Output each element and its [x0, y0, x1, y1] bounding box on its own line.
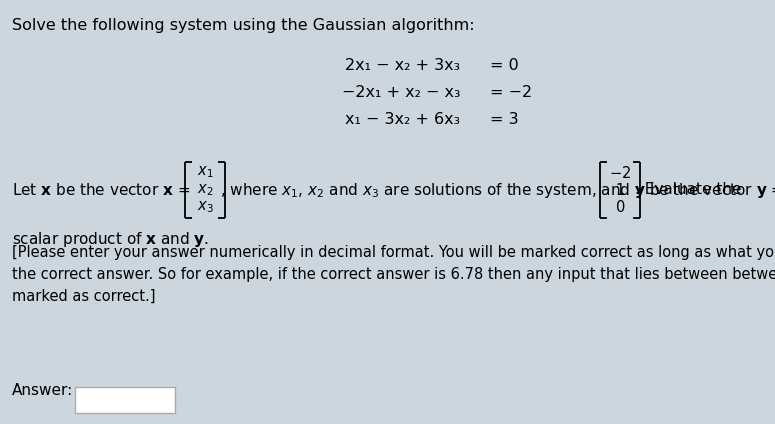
Text: marked as correct.]: marked as correct.] — [12, 289, 156, 304]
Text: $x_3$: $x_3$ — [197, 200, 213, 215]
Text: $0$: $0$ — [615, 199, 625, 215]
Text: Answer:: Answer: — [12, 383, 74, 398]
Text: = 0: = 0 — [490, 58, 518, 73]
Text: = 3: = 3 — [490, 112, 518, 127]
Text: −2x₁ + x₂ − x₃: −2x₁ + x₂ − x₃ — [342, 85, 460, 100]
Text: Solve the following system using the Gaussian algorithm:: Solve the following system using the Gau… — [12, 18, 474, 33]
Text: $x_1$: $x_1$ — [197, 165, 213, 181]
Text: $x_2$: $x_2$ — [197, 182, 213, 198]
Text: scalar product of $\mathbf{x}$ and $\mathbf{y}$.: scalar product of $\mathbf{x}$ and $\mat… — [12, 230, 209, 249]
Text: = −2: = −2 — [490, 85, 532, 100]
Text: 2x₁ − x₂ + 3x₃: 2x₁ − x₂ + 3x₃ — [345, 58, 460, 73]
Bar — [75, 387, 175, 413]
Text: Let $\mathbf{x}$ be the vector $\mathbf{x}$ =: Let $\mathbf{x}$ be the vector $\mathbf{… — [12, 182, 190, 198]
Text: x₁ − 3x₂ + 6x₃: x₁ − 3x₂ + 6x₃ — [345, 112, 460, 127]
Text: . Evaluate the: . Evaluate the — [635, 182, 742, 198]
Text: , where $x_1$, $x_2$ and $x_3$ are solutions of the system, and $\mathbf{y}$ be : , where $x_1$, $x_2$ and $x_3$ are solut… — [220, 181, 775, 200]
Text: $1$: $1$ — [615, 182, 625, 198]
Text: [Please enter your answer numerically in decimal format. You will be marked corr: [Please enter your answer numerically in… — [12, 245, 775, 260]
Text: the correct answer. So for example, if the correct answer is 6.78 then any input: the correct answer. So for example, if t… — [12, 267, 775, 282]
Text: $-2$: $-2$ — [609, 165, 631, 181]
